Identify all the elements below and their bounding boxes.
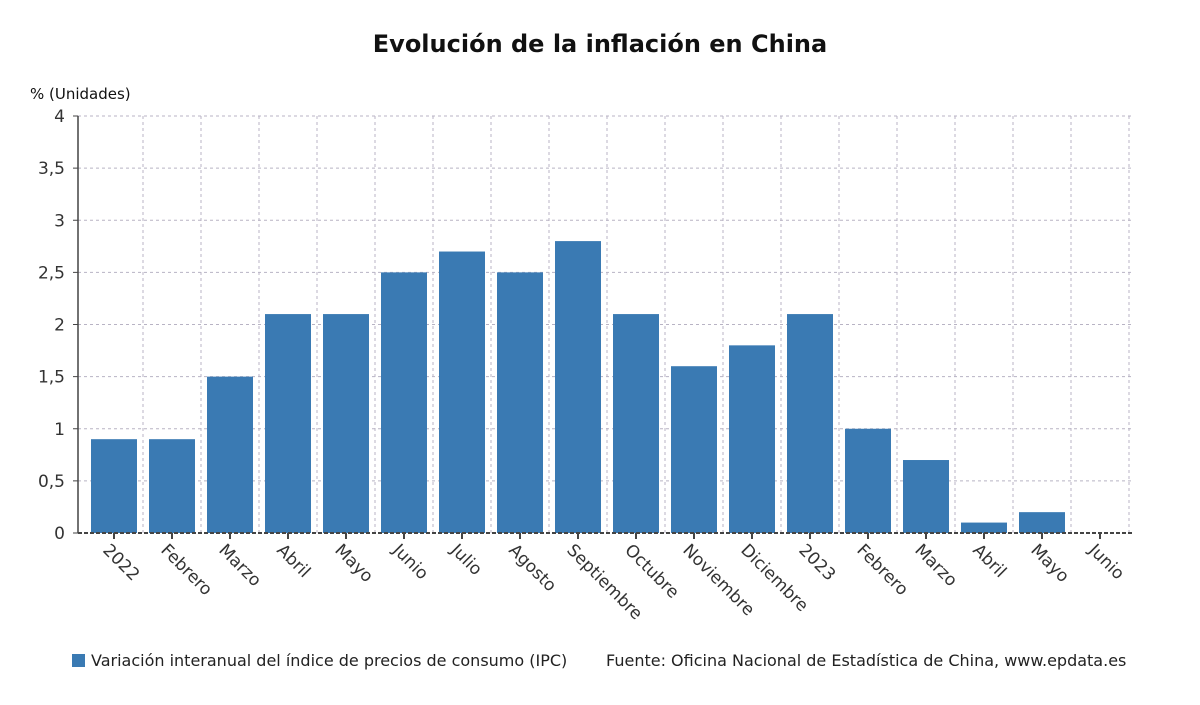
y-tick-label: 0,5 [38,472,65,492]
source-note: Fuente: Oficina Nacional de Estadística … [606,651,1127,670]
legend-label: Variación interanual del índice de preci… [91,651,568,670]
bar [149,439,195,533]
y-tick-label: 1,5 [38,368,65,388]
x-tick-label: Mayo [1026,540,1072,586]
bar [671,366,717,533]
y-tick-label: 3,5 [38,159,65,179]
y-tick-label: 2 [54,316,65,336]
x-tick-label: Junio [388,540,432,584]
y-axis-label: % (Unidades) [30,85,131,103]
x-tick-label: Abril [272,540,314,582]
bar [91,439,137,533]
y-tick-label: 4 [54,107,65,127]
bar [961,522,1007,533]
y-tick-label: 0 [54,524,65,544]
x-tick-label: Mayo [330,540,376,586]
x-tick-label: Junio [1084,540,1128,584]
chart-title: Evolución de la inflación en China [372,30,828,58]
bar [439,251,485,533]
x-tick-label: Abril [968,540,1010,582]
x-tick-label: Julio [446,540,486,580]
bar [903,460,949,533]
bar [845,428,891,533]
legend-swatch [72,654,85,667]
bar [555,241,601,533]
y-tick-label: 2,5 [38,263,65,283]
x-tick-label: Febrero [156,540,216,600]
bar [207,376,253,533]
bar [613,314,659,533]
x-tick-label: Marzo [910,540,960,590]
bar [787,314,833,533]
bar [1019,512,1065,533]
bar [729,345,775,533]
x-tick-label: 2023 [794,540,839,585]
x-tick-label: Febrero [852,540,912,600]
legend: Variación interanual del índice de preci… [72,651,567,670]
bar [323,314,369,533]
bar [381,272,427,533]
x-tick-label: 2022 [98,540,143,585]
bar [497,272,543,533]
y-tick-label: 3 [54,211,65,231]
bar [265,314,311,533]
x-tick-label: Marzo [214,540,264,590]
y-tick-label: 1 [54,420,65,440]
x-tick-label: Agosto [504,540,560,596]
